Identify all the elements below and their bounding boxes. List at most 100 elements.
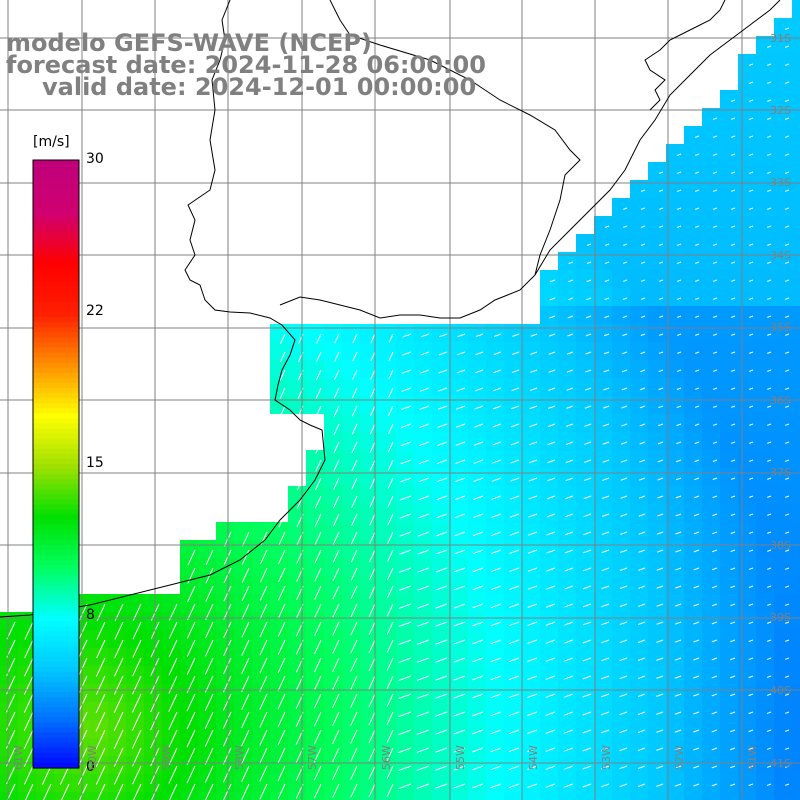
wind-arrow: [314, 603, 322, 618]
wind-arrow: [398, 567, 412, 573]
field-cell: [648, 666, 666, 684]
field-cell: [540, 684, 558, 702]
wind-arrow: [453, 657, 466, 663]
wind-arrow: [472, 603, 484, 609]
wind-arrow: [621, 387, 628, 391]
wind-arrow: [529, 387, 538, 392]
wind-arrow: [204, 693, 214, 711]
field-cell: [486, 468, 504, 486]
field-cell: [450, 504, 468, 522]
wind-arrow: [712, 513, 718, 517]
field-cell: [522, 342, 540, 360]
field-cell: [594, 396, 612, 414]
field-cell: [414, 486, 432, 504]
wind-arrow: [694, 441, 700, 445]
wind-arrow: [370, 387, 376, 398]
field-cell: [684, 684, 702, 702]
wind-arrow: [259, 603, 268, 620]
wind-arrow: [490, 621, 502, 627]
wind-arrow: [259, 621, 268, 638]
wind-arrow: [511, 351, 520, 355]
wind-arrow: [420, 351, 430, 356]
wind-arrow: [711, 657, 718, 661]
field-cell: [522, 576, 540, 594]
field-cell: [108, 738, 126, 756]
field-cell: [414, 522, 432, 540]
wind-arrow: [677, 333, 682, 336]
field-cell: [144, 720, 162, 738]
wind-arrow: [528, 459, 538, 464]
field-cell: [414, 360, 432, 378]
wind-arrow: [511, 387, 520, 392]
field-cell: [486, 522, 504, 540]
wind-arrow: [260, 531, 268, 546]
field-cell: [468, 450, 486, 468]
field-cell: [684, 414, 702, 432]
field-cell: [468, 576, 486, 594]
wind-arrow: [490, 585, 502, 591]
field-cell: [648, 774, 666, 792]
field-cell: [522, 612, 540, 630]
field-cell: [324, 630, 342, 648]
wind-arrow: [693, 693, 700, 697]
wind-arrow: [656, 711, 664, 715]
field-cell: [162, 666, 180, 684]
wind-arrow: [279, 333, 286, 344]
field-cell: [234, 540, 252, 558]
wind-arrow: [398, 675, 412, 682]
wind-arrow: [529, 405, 538, 410]
field-cell: [450, 540, 468, 558]
wind-arrow: [676, 405, 682, 409]
field-cell: [450, 612, 468, 630]
field-cell: [648, 504, 666, 522]
colorbar-segment: [33, 377, 79, 384]
wind-arrow: [113, 765, 124, 785]
latitude-label: 32S: [770, 104, 791, 117]
field-cell: [666, 432, 684, 450]
field-cell: [684, 666, 702, 684]
field-cell: [378, 432, 396, 450]
wind-arrow: [602, 459, 610, 463]
wind-arrow: [547, 405, 556, 409]
wind-arrow: [386, 603, 394, 617]
field-cell: [720, 738, 738, 756]
title-model: modelo GEFS-WAVE (NCEP): [6, 29, 372, 57]
wind-arrow: [471, 711, 484, 717]
wind-arrow: [315, 423, 322, 436]
wind-arrow: [748, 549, 754, 552]
field-cell: [486, 756, 504, 774]
wind-arrow: [749, 135, 754, 138]
field-cell: [198, 630, 216, 648]
wind-arrow: [675, 567, 682, 571]
wind-arrow: [731, 117, 736, 120]
wind-arrow: [549, 279, 556, 283]
wind-arrow: [623, 189, 628, 192]
wind-arrow: [657, 423, 664, 427]
wind-arrow: [350, 711, 358, 726]
colorbar-segment: [33, 595, 79, 602]
wind-arrow: [387, 567, 394, 581]
colorbar-segment: [33, 656, 79, 663]
field-cell: [756, 252, 774, 270]
colorbar-segment: [33, 681, 79, 688]
field-cell: [324, 324, 342, 342]
field-cell: [180, 594, 198, 612]
wind-arrow: [351, 387, 358, 399]
field-cell: [234, 666, 252, 684]
field-cell: [396, 468, 414, 486]
field-cell: [450, 486, 468, 504]
colorbar-segment: [33, 474, 79, 480]
field-cell: [630, 684, 648, 702]
wind-arrow: [510, 423, 520, 428]
field-cell: [792, 18, 800, 36]
field-cell: [234, 720, 252, 738]
field-cell: [756, 108, 774, 126]
field-cell: [90, 648, 108, 666]
field-cell: [702, 684, 720, 702]
wind-arrow: [350, 765, 358, 780]
wind-arrow: [693, 747, 700, 751]
wind-arrow: [368, 729, 376, 744]
field-cell: [270, 540, 288, 558]
wind-arrow: [602, 477, 610, 481]
wind-arrow: [222, 765, 232, 783]
